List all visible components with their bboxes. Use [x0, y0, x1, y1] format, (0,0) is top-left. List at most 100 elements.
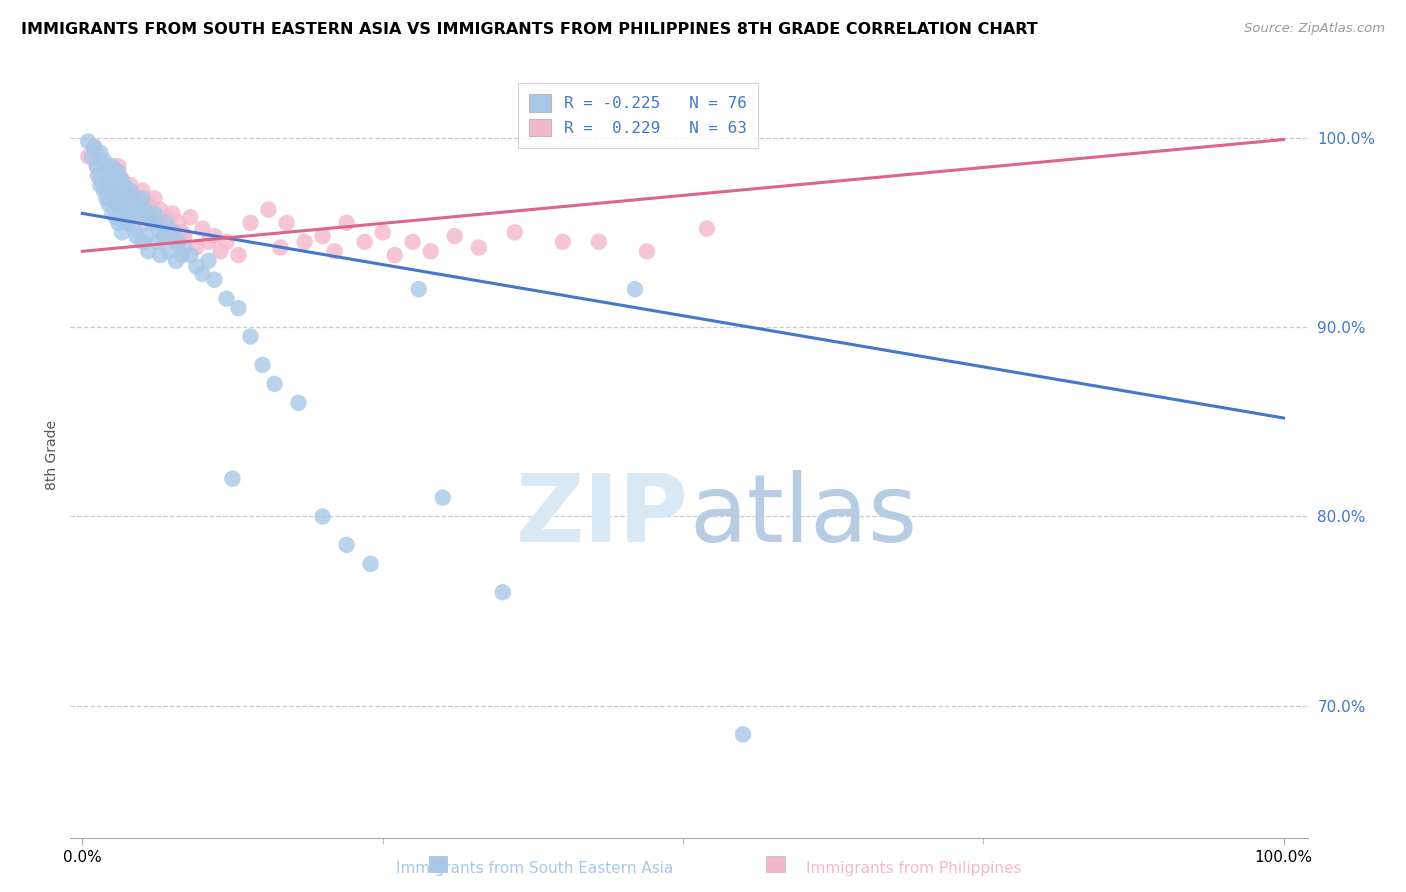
Point: [107, 197, 129, 211]
Point: [112, 178, 135, 192]
Point: [157, 244, 180, 259]
Point: [101, 169, 124, 183]
Point: [636, 244, 658, 259]
Point: [138, 244, 160, 259]
Point: [115, 191, 138, 205]
Point: [149, 248, 172, 262]
Point: [101, 191, 124, 205]
Point: [276, 216, 298, 230]
Point: [153, 229, 176, 244]
Point: [173, 240, 195, 254]
Point: [141, 216, 163, 230]
Point: [89, 172, 111, 186]
Point: [107, 191, 129, 205]
Point: [107, 165, 129, 179]
Point: [146, 221, 169, 235]
Point: [228, 248, 250, 262]
Point: [112, 184, 135, 198]
Point: [138, 211, 160, 225]
Point: [419, 244, 441, 259]
Text: Source: ZipAtlas.com: Source: ZipAtlas.com: [1244, 22, 1385, 36]
Point: [146, 235, 169, 249]
Point: [120, 178, 142, 192]
Point: [97, 172, 120, 186]
Point: [191, 267, 214, 281]
Point: [135, 229, 157, 244]
Point: [98, 178, 121, 192]
Point: [228, 301, 250, 315]
Point: [371, 225, 394, 239]
Point: [287, 396, 309, 410]
Point: [336, 538, 359, 552]
Point: [93, 178, 115, 192]
Point: [179, 211, 201, 225]
Point: [77, 150, 100, 164]
Point: [204, 229, 226, 244]
Point: [120, 184, 142, 198]
Point: [155, 211, 177, 225]
Point: [165, 235, 187, 249]
FancyBboxPatch shape: [429, 856, 447, 872]
Point: [143, 206, 166, 220]
Point: [551, 235, 574, 249]
Point: [467, 240, 489, 254]
Text: Immigrants from Philippines: Immigrants from Philippines: [806, 861, 1022, 876]
Point: [87, 169, 110, 183]
Point: [162, 225, 184, 239]
Point: [492, 585, 515, 599]
Point: [115, 202, 138, 217]
Point: [125, 229, 148, 244]
Point: [159, 221, 181, 235]
Point: [179, 248, 201, 262]
FancyBboxPatch shape: [766, 856, 785, 872]
Point: [117, 216, 139, 230]
Point: [125, 197, 148, 211]
Point: [323, 244, 346, 259]
Point: [104, 178, 127, 192]
Point: [401, 235, 423, 249]
Point: [83, 140, 105, 154]
Point: [128, 191, 150, 205]
Point: [101, 206, 124, 220]
Point: [167, 235, 190, 249]
Point: [97, 184, 120, 198]
Point: [93, 153, 115, 168]
Text: IMMIGRANTS FROM SOUTH EASTERN ASIA VS IMMIGRANTS FROM PHILIPPINES 8TH GRADE CORR: IMMIGRANTS FROM SOUTH EASTERN ASIA VS IM…: [21, 22, 1038, 37]
Point: [120, 211, 142, 225]
Point: [239, 329, 262, 343]
Point: [215, 235, 238, 249]
Text: Immigrants from South Eastern Asia: Immigrants from South Eastern Asia: [395, 861, 673, 876]
Point: [111, 202, 134, 217]
Point: [101, 159, 124, 173]
Point: [104, 197, 127, 211]
Point: [204, 273, 226, 287]
Point: [432, 491, 454, 505]
Point: [191, 221, 214, 235]
Point: [197, 253, 219, 268]
Point: [121, 191, 143, 205]
Point: [252, 358, 274, 372]
Point: [239, 216, 262, 230]
Point: [170, 225, 193, 239]
Point: [624, 282, 647, 296]
Point: [311, 509, 333, 524]
Point: [89, 145, 111, 160]
Point: [125, 206, 148, 220]
Point: [270, 240, 292, 254]
Point: [134, 216, 156, 230]
Point: [146, 216, 169, 230]
Point: [167, 216, 190, 230]
Point: [80, 150, 103, 164]
Point: [89, 178, 111, 192]
Point: [110, 172, 132, 186]
Point: [165, 253, 187, 268]
Point: [588, 235, 610, 249]
Point: [107, 216, 129, 230]
Point: [101, 184, 124, 198]
Point: [112, 206, 135, 220]
Text: ZIP: ZIP: [516, 470, 689, 562]
Point: [93, 184, 115, 198]
Point: [86, 159, 108, 173]
Point: [221, 472, 243, 486]
Point: [311, 229, 333, 244]
